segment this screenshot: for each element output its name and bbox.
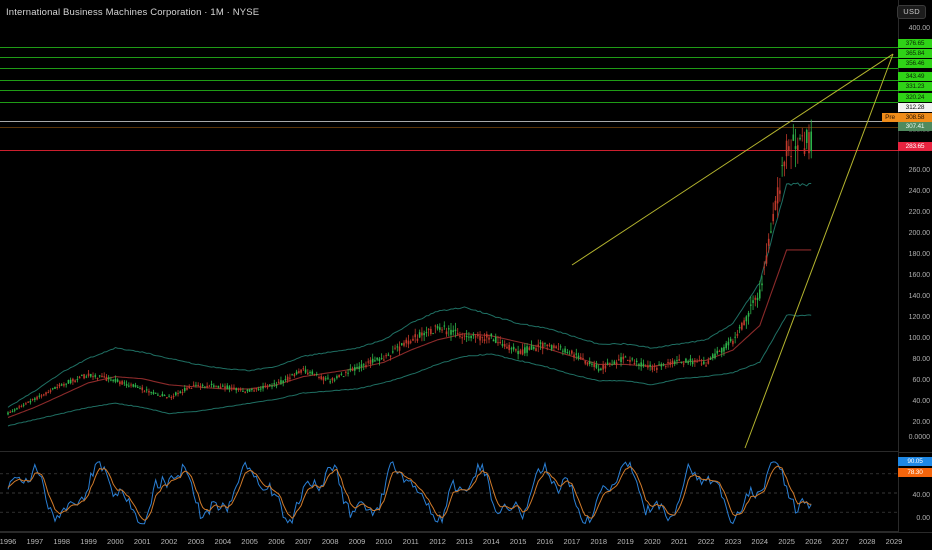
axis-pane-separator [899,452,932,453]
time-tick-2019: 2019 [617,537,634,546]
price-tick-400-00: 400.00 [908,25,930,32]
time-tick-2016: 2016 [536,537,554,546]
time-tick-1998: 1998 [53,537,71,546]
currency-badge[interactable]: USD [897,5,926,19]
price-tag-356-46[interactable]: 356.46 [898,59,932,68]
price-tick-240-00: 240.00 [908,188,930,195]
trendline-rising-support-long[interactable] [571,53,894,266]
price-tick-20-00: 20.00 [912,419,930,426]
time-tick-2004: 2004 [214,537,232,546]
moving-average-line [7,249,812,419]
price-tick-220-00: 220.00 [908,209,930,216]
price-tag-320-24[interactable]: 320.24 [898,93,932,102]
time-tick-2001: 2001 [133,537,151,546]
stoch-tag-90-05[interactable]: 90.05 [898,457,932,466]
time-tick-2014: 2014 [482,537,500,546]
price-tick-0-0000: 0.0000 [908,434,930,441]
pre-market-chip[interactable]: Pre [882,113,898,122]
time-tick-2002: 2002 [160,537,178,546]
stochastic-k-line [7,461,812,525]
chart-title-bar: International Business Machines Corporat… [6,5,259,19]
bollinger-upper-band [7,182,812,408]
stochastic-d-line [7,465,812,521]
time-tick-2006: 2006 [268,537,285,546]
trendline-rising-support-steep[interactable] [744,53,894,449]
stoch-tag-78-30[interactable]: 78.30 [898,468,932,477]
time-tick-2028: 2028 [858,537,876,546]
price-tick-60-00: 60.00 [912,377,930,384]
time-tick-2013: 2013 [456,537,473,546]
bollinger-lower-band [7,314,812,427]
time-tick-2023: 2023 [724,537,742,546]
stochastic-pane[interactable] [0,453,898,531]
time-scale[interactable]: 1996 1997 1998 1999 2000 2001 2002 2003 2004 2005… [0,532,932,550]
time-tick-2000: 2000 [107,537,124,546]
time-tick-2005: 2005 [241,537,258,546]
time-tick-2015: 2015 [509,537,527,546]
price-pane[interactable] [0,0,898,452]
time-tick-2022: 2022 [697,537,715,546]
level-308-orange[interactable] [0,127,898,128]
time-tick-2012: 2012 [429,537,446,546]
price-tag-376-65[interactable]: 376.65 [898,39,932,48]
stochastic-plot [0,461,898,525]
time-tick-2003: 2003 [187,537,205,546]
price-tag-331-23[interactable]: 331.23 [898,82,932,91]
time-tick-2010: 2010 [375,537,393,546]
price-tick-260-00: 260.00 [908,167,930,174]
pane-divider-bottom [0,531,898,532]
stoch-tick-0-00: 0.00 [916,515,930,522]
resistance-320[interactable] [0,102,898,103]
level-312-white[interactable] [0,121,898,122]
time-tick-2008: 2008 [321,537,339,546]
price-tick-140-00: 140.00 [908,293,930,300]
price-tick-160-00: 160.00 [908,272,930,279]
time-tick-2021: 2021 [670,537,688,546]
support-283-red[interactable] [0,150,898,151]
resistance-365[interactable] [0,57,898,58]
time-tick-2009: 2009 [348,537,366,546]
time-tick-1997: 1997 [26,537,44,546]
price-tag-308-58[interactable]: 308.58 [898,113,932,122]
time-tick-2029: 2029 [885,537,903,546]
resistance-376[interactable] [0,47,898,48]
price-tick-120-00: 120.00 [908,314,930,321]
price-tag-307-41[interactable]: 307.41 [898,122,932,131]
candlestick-series [7,119,813,416]
stoch-tick-40-00: 40.00 [912,492,930,499]
resistance-331[interactable] [0,90,898,91]
price-tick-80-00: 80.00 [912,356,930,363]
time-tick-2007: 2007 [294,537,312,546]
time-tick-2020: 2020 [644,537,661,546]
time-tick-2027: 2027 [831,537,849,546]
price-tick-200-00: 200.00 [908,230,930,237]
time-tick-2017: 2017 [563,537,581,546]
price-tag-312-28[interactable]: 312.28 [898,103,932,112]
price-tick-100-00: 100.00 [908,335,930,342]
price-tag-365-84[interactable]: 365.84 [898,49,932,58]
price-tick-180-00: 180.00 [908,251,930,258]
time-tick-2018: 2018 [590,537,607,546]
time-tick-2026: 2026 [805,537,822,546]
time-tick-2011: 2011 [402,537,419,546]
price-tag-283-65[interactable]: 283.65 [898,142,932,151]
resistance-343[interactable] [0,80,898,81]
price-tick-40-00: 40.00 [912,398,930,405]
resistance-356[interactable] [0,68,898,69]
pane-divider-top [0,451,898,452]
price-plot [7,53,894,449]
time-tick-2025: 2025 [778,537,795,546]
symbol-title: International Business Machines Corporat… [6,6,260,18]
price-scale[interactable]: USD 400.00 260.00 240.00 220.00 200.00 180.00… [897,0,932,532]
time-tick-1996: 1996 [0,537,17,546]
price-tag-343-49[interactable]: 343.49 [898,72,932,81]
time-tick-1999: 1999 [80,537,97,546]
time-tick-2024: 2024 [751,537,769,546]
